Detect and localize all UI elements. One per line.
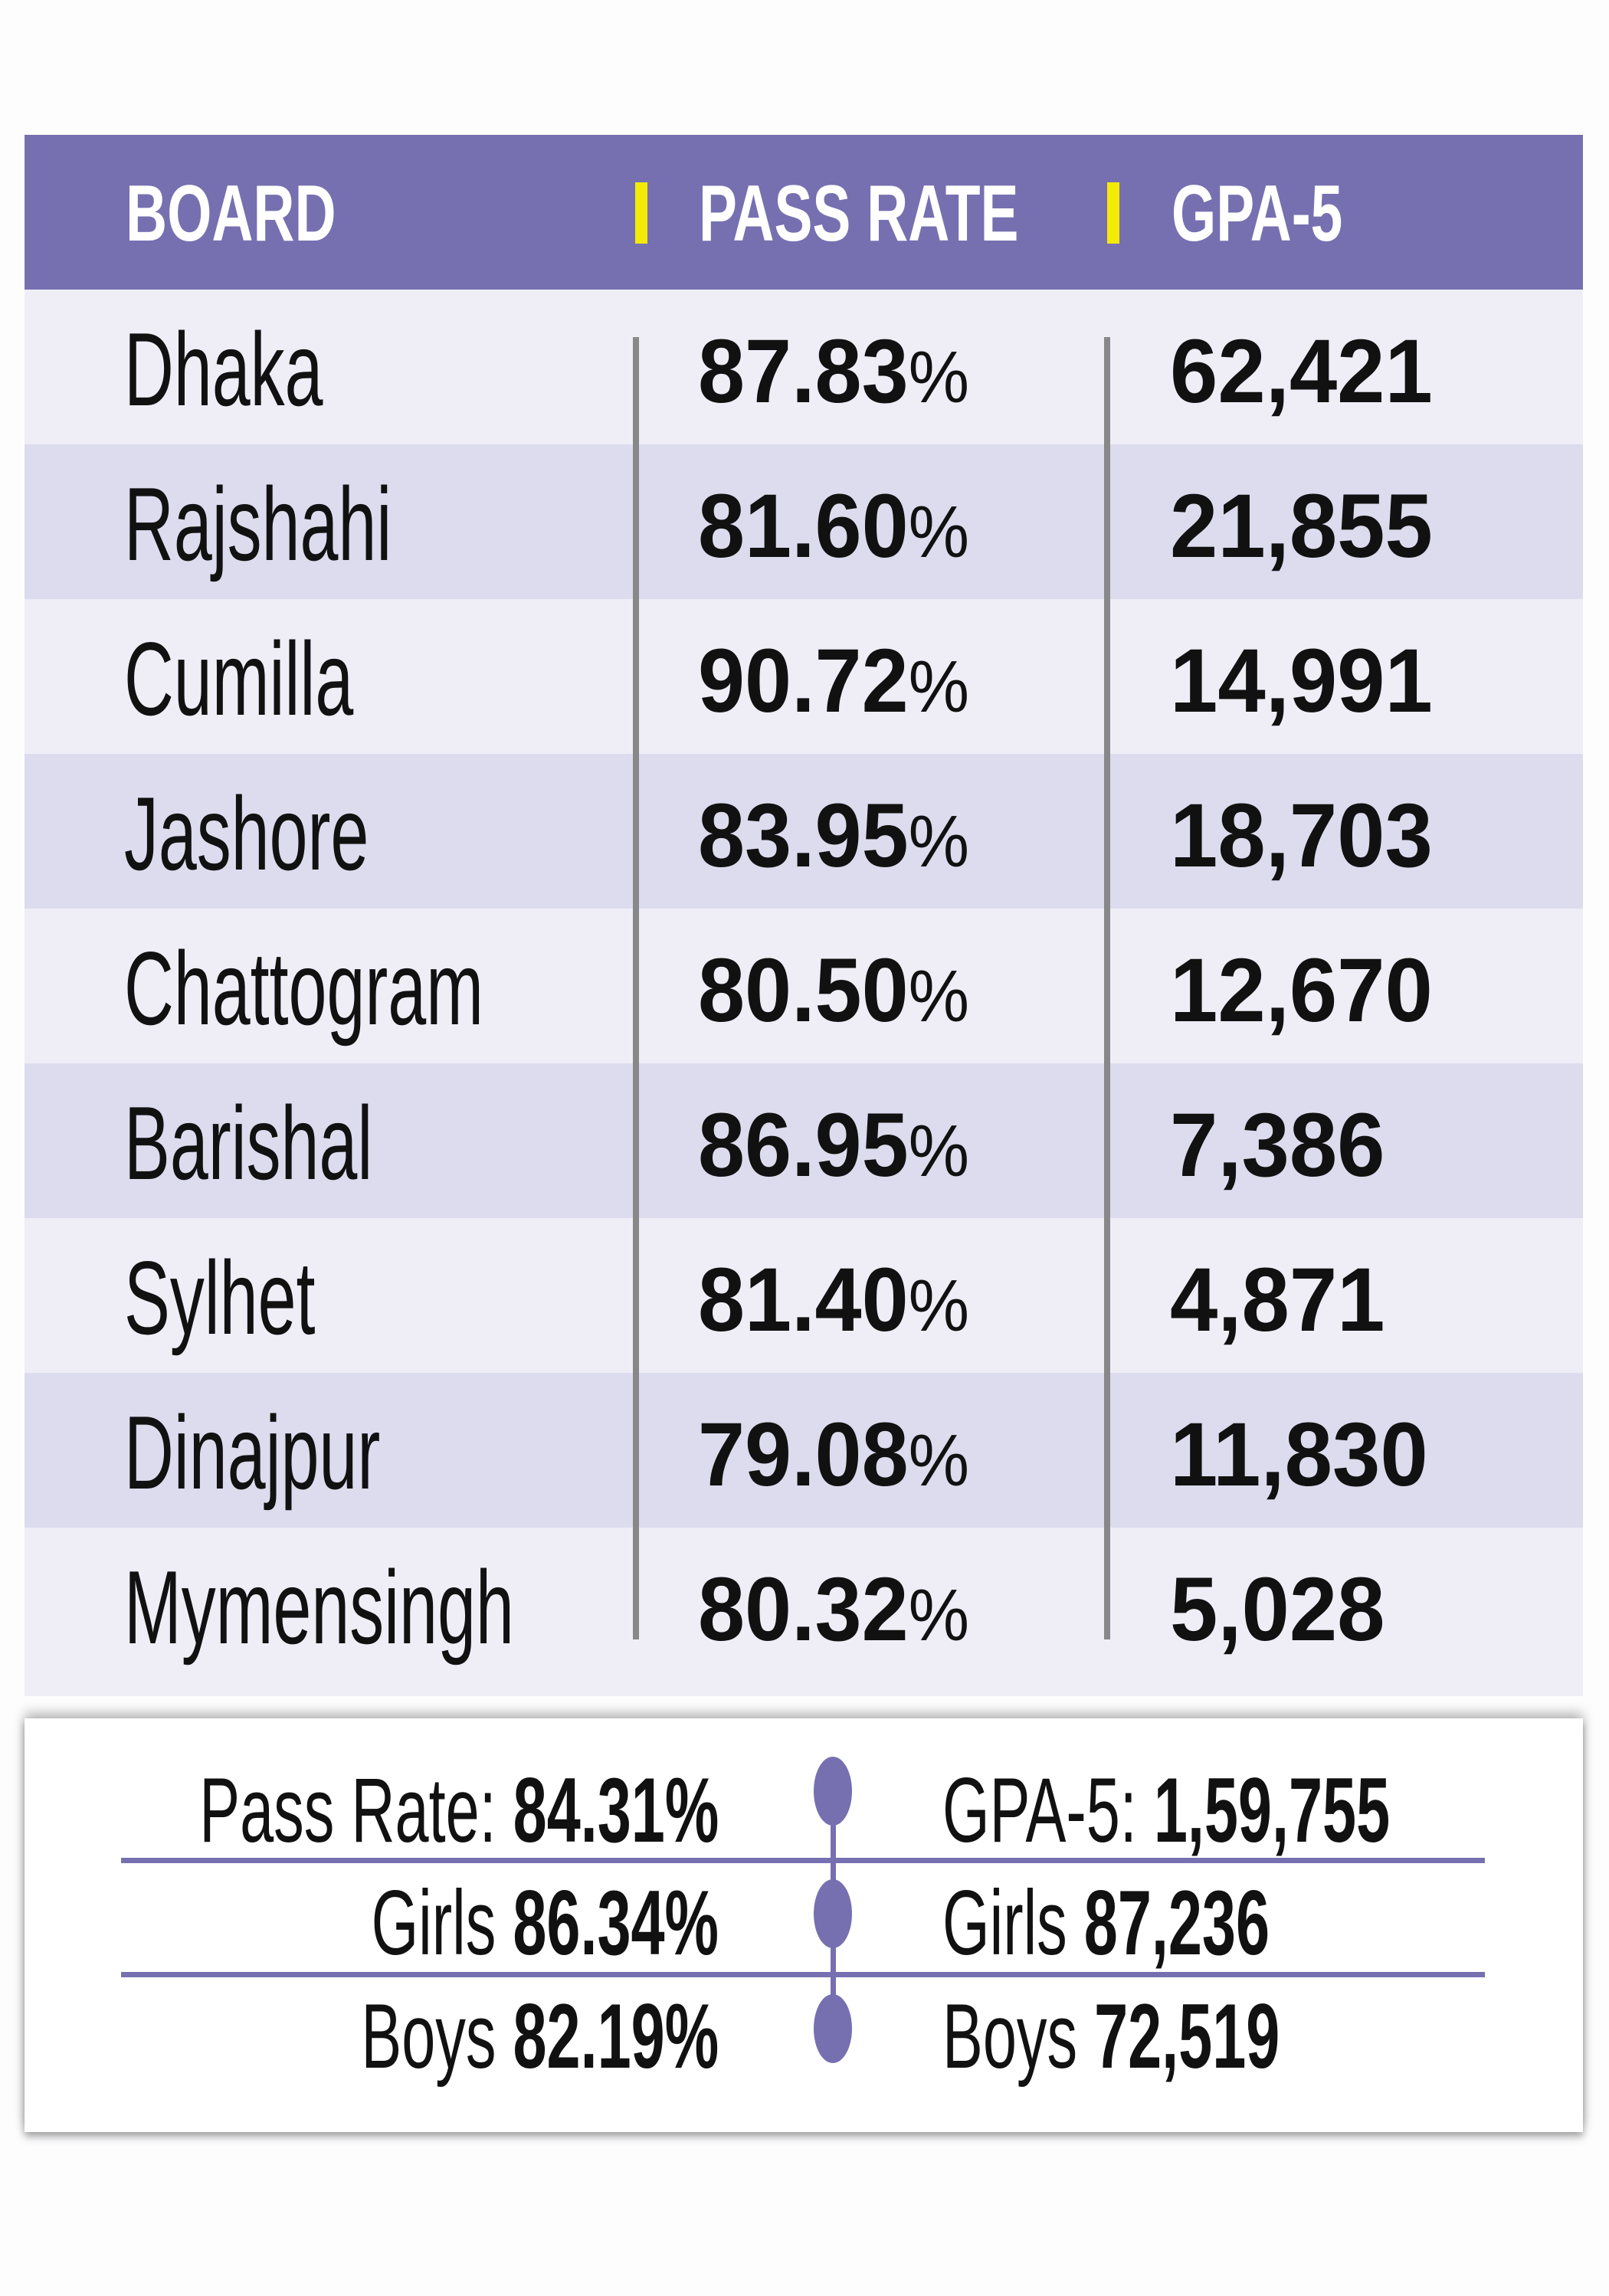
column-divider — [1104, 337, 1110, 1639]
table-row: Cumilla 90.72% 14,991 — [25, 599, 1583, 754]
bullet-dot — [814, 1757, 852, 1826]
boys-pass-rate: Boys 82.19% — [361, 1985, 719, 2088]
board-name: Barishal — [124, 1085, 373, 1201]
pass-rate-value: 83.95% — [698, 785, 970, 886]
table-row: Mymensingh 80.32% 5,028 — [25, 1528, 1583, 1696]
pass-rate-value: 80.50% — [698, 940, 970, 1041]
gpa5-value: 11,830 — [1170, 1404, 1428, 1505]
gpa5-value: 14,991 — [1170, 630, 1433, 732]
table-row: Sylhet 81.40% 4,871 — [25, 1218, 1583, 1373]
pass-rate-value: 81.40% — [698, 1250, 970, 1351]
pass-rate-value: 90.72% — [698, 630, 970, 732]
board-name: Rajshahi — [124, 466, 392, 582]
pass-rate-value: 86.95% — [698, 1095, 970, 1196]
header-divider — [1107, 182, 1119, 244]
table-row: Jashore 83.95% 18,703 — [25, 754, 1583, 909]
pass-rate-value: 81.60% — [698, 476, 970, 577]
board-name: Chattogram — [124, 930, 483, 1046]
summary-box: Pass Rate: 84.31% Girls 86.34% Boys 82.1… — [25, 1718, 1583, 2132]
pass-rate-value: 80.32% — [698, 1559, 970, 1660]
board-name: Dinajpur — [124, 1394, 381, 1511]
board-name: Jashore — [124, 775, 369, 892]
column-divider — [633, 337, 639, 1639]
gpa5-value: 5,028 — [1170, 1559, 1385, 1660]
boys-gpa5: Boys 72,519 — [942, 1985, 1280, 2088]
total-pass-rate: Pass Rate: 84.31% — [198, 1759, 719, 1862]
gpa5-value: 18,703 — [1170, 785, 1433, 886]
bullet-dot — [814, 1994, 852, 2063]
girls-pass-rate: Girls 86.34% — [371, 1872, 719, 1974]
board-name: Mymensingh — [124, 1549, 514, 1666]
summary-divider — [121, 1972, 1485, 1977]
table-row: Barishal 86.95% 7,386 — [25, 1063, 1583, 1218]
pass-rate-value: 79.08% — [698, 1404, 970, 1505]
table-row: Dhaka 87.83% 62,421 — [25, 290, 1583, 444]
gpa5-value: 7,386 — [1170, 1095, 1385, 1196]
summary-divider — [121, 1858, 1485, 1863]
results-table: Dhaka 87.83% 62,421 Rajshahi 81.60% 21,855 Cum… — [25, 290, 1583, 1696]
header-pass-rate: PASS RATE — [699, 169, 1019, 258]
gpa5-value: 62,421 — [1170, 321, 1433, 422]
bullet-dot — [814, 1879, 852, 1948]
board-name: Cumilla — [124, 621, 354, 737]
header-board: BOARD — [126, 169, 336, 258]
gpa5-value: 4,871 — [1170, 1250, 1385, 1351]
pass-rate-value: 87.83% — [698, 321, 970, 422]
header-gpa5: GPA-5 — [1172, 169, 1343, 258]
girls-gpa5: Girls 87,236 — [942, 1872, 1270, 1974]
board-name: Sylhet — [124, 1240, 316, 1356]
table-row: Rajshahi 81.60% 21,855 — [25, 444, 1583, 599]
total-gpa5: GPA-5: 1,59,755 — [942, 1759, 1391, 1862]
gpa5-value: 12,670 — [1170, 940, 1433, 1041]
table-row: Chattogram 80.50% 12,670 — [25, 909, 1583, 1063]
header-divider — [635, 182, 647, 244]
board-name: Dhaka — [124, 311, 323, 427]
table-row: Dinajpur 79.08% 11,830 — [25, 1373, 1583, 1528]
table-header: BOARD PASS RATE GPA-5 — [25, 135, 1583, 290]
gpa5-value: 21,855 — [1170, 476, 1433, 577]
